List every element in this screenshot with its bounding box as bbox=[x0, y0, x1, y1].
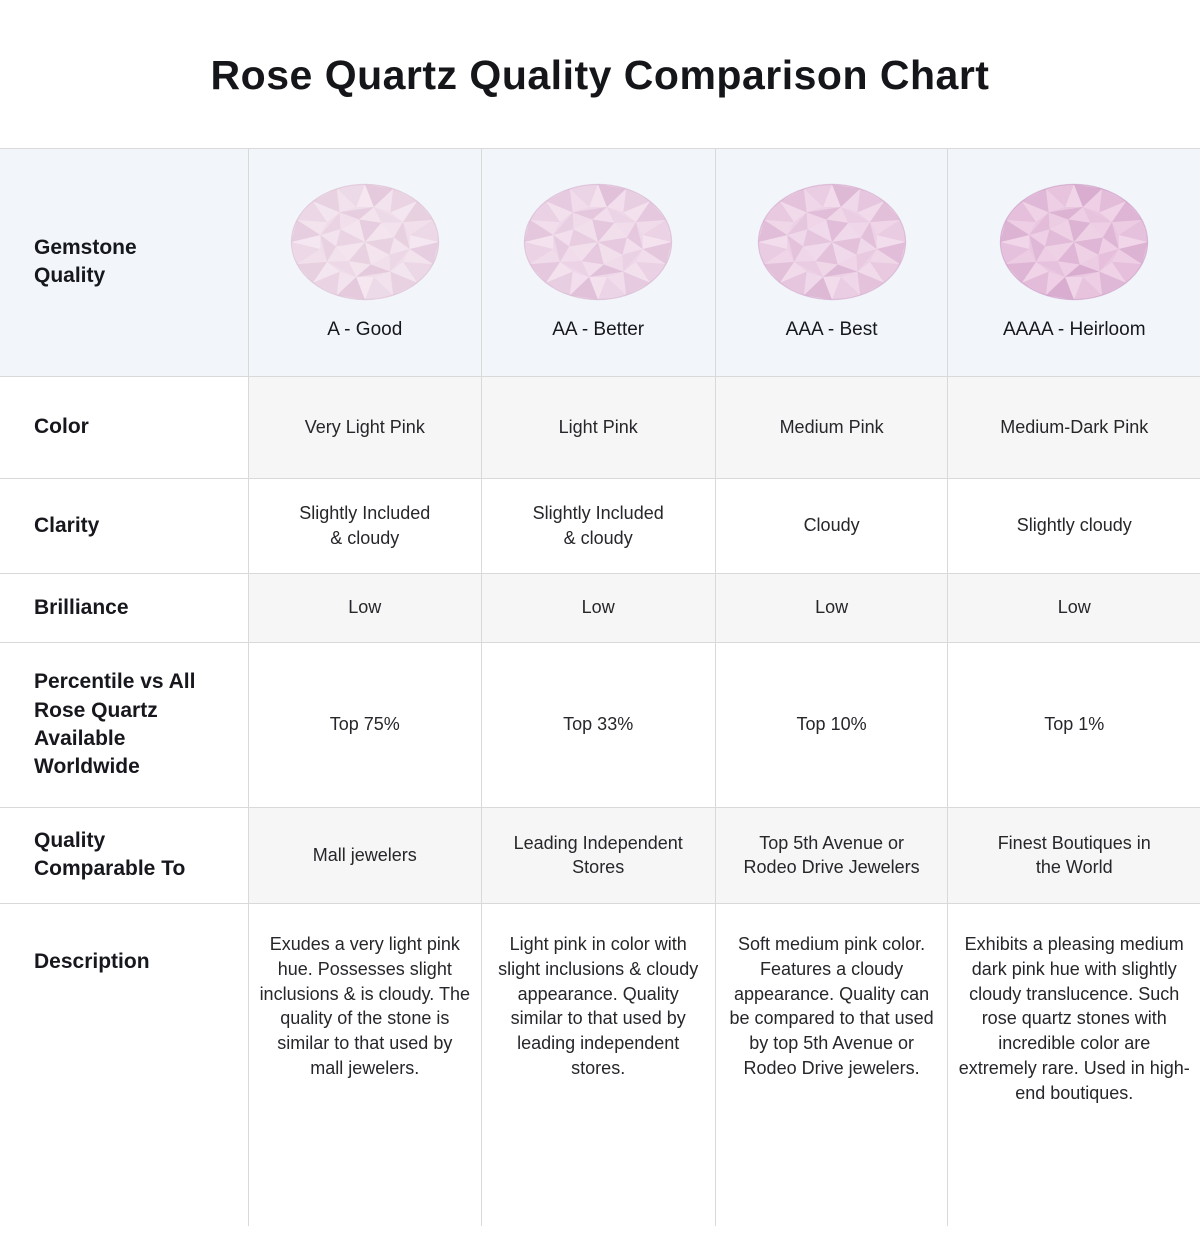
cell-clarity-aaa: Cloudy bbox=[715, 477, 949, 574]
row-header-color: Color bbox=[0, 375, 249, 479]
cell-comparable-a: Mall jewelers bbox=[248, 806, 482, 904]
cell-clarity-a: Slightly Included & cloudy bbox=[248, 477, 482, 574]
rose-quartz-gem-image-aaaa bbox=[998, 182, 1150, 302]
row-header-percentile: Percentile vs All Rose Quartz Available … bbox=[0, 641, 249, 808]
cell-comparable-aa: Leading Independent Stores bbox=[481, 806, 716, 904]
cell-description-aaaa: Exhibits a pleasing medium dark pink hue… bbox=[947, 902, 1200, 1227]
row-gemstone-quality: Gemstone Quality A - Good AA - Better AA… bbox=[0, 148, 1200, 377]
cell-description-a: Exudes a very light pink hue. Possesses … bbox=[248, 902, 482, 1227]
cell-brilliance-aaaa: Low bbox=[947, 572, 1200, 643]
grade-label-aa: AA - Better bbox=[552, 318, 645, 340]
row-clarity: Clarity Slightly Included & cloudy Sligh… bbox=[0, 477, 1200, 574]
cell-brilliance-a: Low bbox=[248, 572, 482, 643]
page-title: Rose Quartz Quality Comparison Chart bbox=[210, 52, 990, 98]
row-header-description: Description bbox=[0, 902, 249, 1227]
cell-description-aaa: Soft medium pink color. Features a cloud… bbox=[715, 902, 949, 1227]
row-comparable: Quality Comparable To Mall jewelers Lead… bbox=[0, 806, 1200, 904]
grade-label-aaa: AAA - Best bbox=[785, 318, 878, 340]
grade-label-aaaa: AAAA - Heirloom bbox=[1002, 318, 1146, 340]
cell-percentile-aaaa: Top 1% bbox=[947, 641, 1200, 808]
cell-clarity-aa: Slightly Included & cloudy bbox=[481, 477, 716, 574]
cell-description-aa: Light pink in color with slight inclusio… bbox=[481, 902, 716, 1227]
cell-grade-aaa: AAA - Best bbox=[715, 148, 949, 377]
cell-percentile-aa: Top 33% bbox=[481, 641, 716, 808]
cell-percentile-a: Top 75% bbox=[248, 641, 482, 808]
grade-label-a: A - Good bbox=[327, 318, 403, 340]
cell-comparable-aaaa: Finest Boutiques in the World bbox=[947, 806, 1200, 904]
row-description: Description Exudes a very light pink hue… bbox=[0, 902, 1200, 1227]
cell-color-a: Very Light Pink bbox=[248, 375, 482, 479]
rose-quartz-gem-image-aa bbox=[522, 182, 674, 302]
rose-quartz-gem-image-aaa bbox=[756, 182, 908, 302]
row-header-clarity: Clarity bbox=[0, 477, 249, 574]
row-brilliance: Brilliance Low Low Low Low bbox=[0, 572, 1200, 643]
row-header-brilliance: Brilliance bbox=[0, 572, 249, 643]
cell-color-aa: Light Pink bbox=[481, 375, 716, 479]
row-color: Color Very Light Pink Light Pink Medium … bbox=[0, 375, 1200, 479]
cell-color-aaaa: Medium-Dark Pink bbox=[947, 375, 1200, 479]
cell-grade-aa: AA - Better bbox=[481, 148, 716, 377]
cell-clarity-aaaa: Slightly cloudy bbox=[947, 477, 1200, 574]
rose-quartz-gem-image-a bbox=[289, 182, 441, 302]
cell-percentile-aaa: Top 10% bbox=[715, 641, 949, 808]
row-percentile: Percentile vs All Rose Quartz Available … bbox=[0, 641, 1200, 808]
cell-color-aaa: Medium Pink bbox=[715, 375, 949, 479]
quality-comparison-table: Gemstone Quality A - Good AA - Better AA… bbox=[0, 148, 1200, 1227]
row-header-comparable: Quality Comparable To bbox=[0, 806, 249, 904]
cell-comparable-aaa: Top 5th Avenue or Rodeo Drive Jewelers bbox=[715, 806, 949, 904]
row-header-gemstone-quality: Gemstone Quality bbox=[0, 148, 249, 377]
cell-brilliance-aa: Low bbox=[481, 572, 716, 643]
cell-brilliance-aaa: Low bbox=[715, 572, 949, 643]
cell-grade-a: A - Good bbox=[248, 148, 482, 377]
cell-grade-aaaa: AAAA - Heirloom bbox=[947, 148, 1200, 377]
